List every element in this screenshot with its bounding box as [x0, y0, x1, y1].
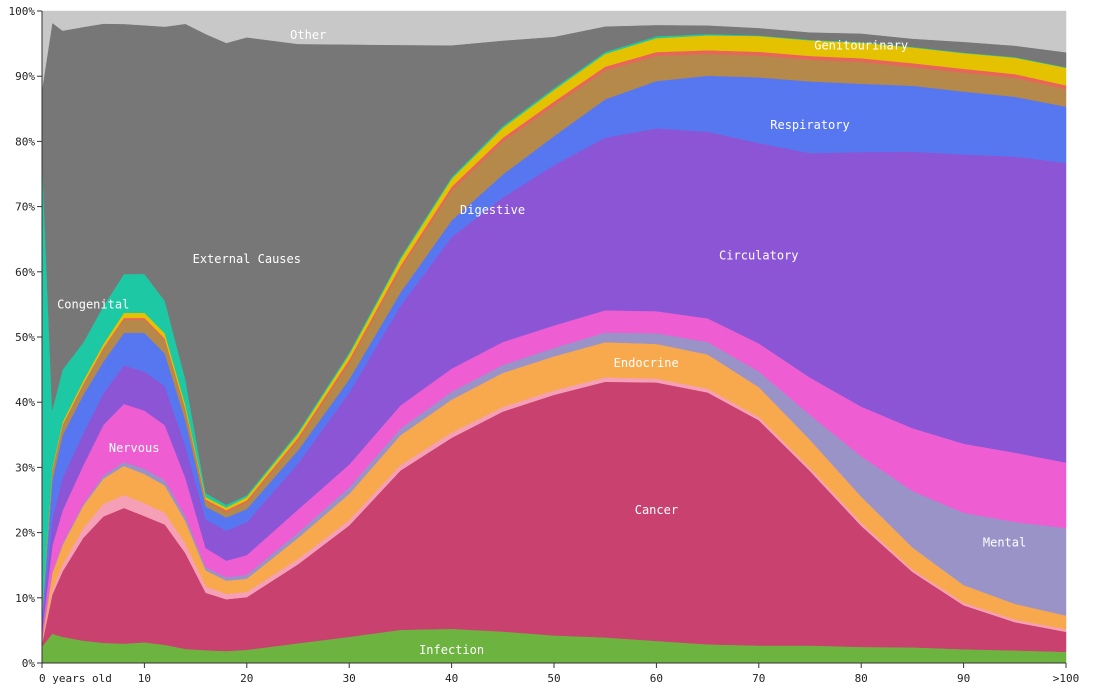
y-tick-label: 40% — [15, 396, 35, 409]
area-label-respiratory: Respiratory — [770, 118, 849, 132]
x-tick-label: 40 — [445, 672, 458, 685]
y-tick-label: 70% — [15, 201, 35, 214]
y-tick-label: 0% — [22, 657, 36, 670]
x-tick-label: 70 — [752, 672, 765, 685]
x-tick-label: 90 — [957, 672, 970, 685]
y-tick-label: 20% — [15, 527, 35, 540]
area-labels: Other External Causes Congenital Nervous Dig… — [57, 28, 1026, 657]
y-tick-label: 60% — [15, 266, 35, 279]
area-other — [41, 10, 1067, 90]
area-label-mental: Mental — [983, 535, 1026, 549]
area-label-infection: Infection — [419, 643, 484, 657]
x-tick-label: 80 — [855, 672, 868, 685]
area-label-congenital: Congenital — [57, 297, 129, 311]
y-tick-label: 80% — [15, 135, 35, 148]
y-tick-label: 30% — [15, 461, 35, 474]
x-tick-label: 60 — [650, 672, 663, 685]
x-tick-label: 20 — [240, 672, 253, 685]
x-tick-label: >100 — [1053, 672, 1080, 685]
area-label-genitourinary: Genitourinary — [814, 39, 908, 53]
area-label-circulatory: Circulatory — [719, 249, 798, 263]
area-label-nervous: Nervous — [109, 441, 160, 455]
y-tick-label: 50% — [15, 331, 35, 344]
y-tick-label: 10% — [15, 592, 35, 605]
area-label-other: Other — [290, 28, 326, 42]
y-tick-label: 100% — [9, 5, 36, 18]
area-label-endocrine: Endocrine — [614, 356, 679, 370]
x-tick-label: 10 — [138, 672, 151, 685]
area-label-digestive: Digestive — [460, 203, 525, 217]
x-tick-label: 30 — [343, 672, 356, 685]
area-label-cancer: Cancer — [635, 503, 678, 517]
x-tick-label: 0 years old — [39, 672, 112, 685]
area-label-external-causes: External Causes — [193, 252, 301, 266]
x-tick-label: 50 — [547, 672, 560, 685]
axes: 0% 10% 20% 30% 40% 50% 60% 70% 80% 90% 100% 0 years… — [9, 5, 1080, 685]
area-layers — [41, 10, 1067, 664]
y-tick-label: 90% — [15, 70, 35, 83]
